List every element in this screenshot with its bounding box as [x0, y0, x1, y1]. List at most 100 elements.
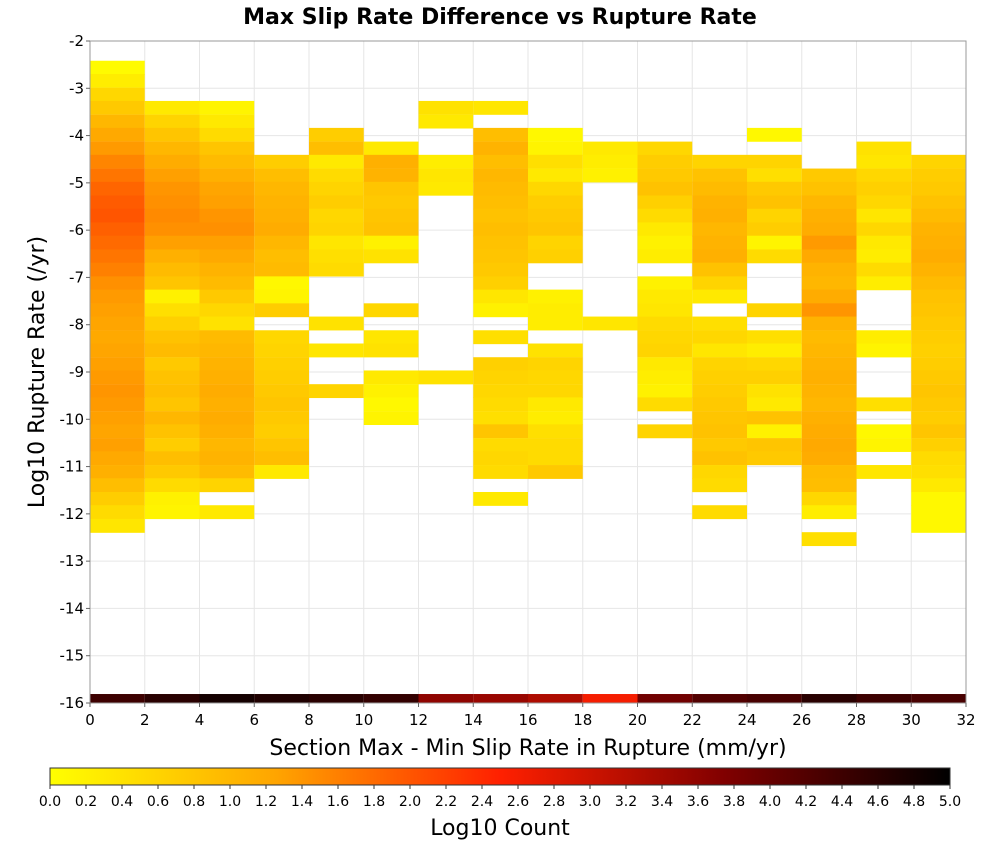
heatmap-cell — [911, 505, 966, 520]
heatmap-cell — [199, 478, 255, 493]
x-tick-label: 24 — [737, 711, 756, 729]
heatmap-cell — [911, 370, 966, 385]
heatmap-cell — [692, 384, 747, 399]
heatmap-cell — [801, 465, 857, 479]
heatmap-cell — [309, 316, 364, 331]
heatmap-cell — [90, 154, 145, 169]
heatmap-cell — [801, 168, 857, 183]
heatmap-cell — [582, 694, 638, 703]
heatmap-cell — [801, 397, 857, 412]
heatmap-cell — [637, 424, 693, 439]
heatmap-cell — [473, 262, 528, 277]
heatmap-cell — [637, 208, 693, 223]
heatmap-cell — [747, 451, 802, 466]
heatmap-cell — [254, 438, 309, 452]
heatmap-cell — [144, 303, 200, 318]
heatmap-cell — [90, 195, 145, 210]
heatmap-cell — [144, 694, 200, 703]
x-tick-label: 4 — [195, 711, 205, 729]
heatmap-cell — [144, 451, 200, 466]
heatmap-cell — [199, 249, 255, 264]
heatmap-cell — [801, 411, 857, 426]
heatmap-cell — [911, 289, 966, 304]
heatmap-cell — [90, 100, 145, 115]
colorbar-tick-label: 1.0 — [219, 794, 241, 810]
colorbar-tick-label: 4.0 — [759, 794, 781, 810]
heatmap-cell — [90, 114, 145, 129]
heatmap-cell — [637, 384, 693, 399]
heatmap-cell — [473, 330, 528, 345]
heatmap-cell — [144, 181, 200, 196]
heatmap-cell — [801, 195, 857, 210]
heatmap-cell — [747, 127, 802, 142]
heatmap-cell — [363, 141, 419, 156]
heatmap-cell — [692, 478, 747, 493]
heatmap-cell — [747, 411, 802, 426]
colorbar-tick-label: 1.4 — [291, 794, 313, 810]
heatmap-cell — [528, 249, 583, 264]
heatmap-cell — [473, 491, 528, 506]
heatmap-cell — [801, 289, 857, 304]
heatmap-cell — [801, 451, 857, 466]
heatmap-cell — [637, 289, 693, 304]
heatmap-cell — [144, 330, 200, 345]
heatmap-cell — [856, 330, 912, 345]
heatmap-cell — [856, 168, 912, 183]
heatmap-cell — [528, 397, 583, 412]
colorbar-tick-label: 2.8 — [543, 794, 565, 810]
heatmap-cell — [692, 694, 747, 703]
heatmap-cell — [144, 478, 200, 493]
heatmap-cell — [911, 343, 966, 358]
heatmap-cell — [473, 100, 528, 115]
heatmap-cell — [911, 262, 966, 277]
heatmap-cell — [801, 370, 857, 385]
heatmap-cell — [309, 154, 364, 169]
heatmap-cell — [309, 141, 364, 156]
heatmap-cell — [911, 154, 966, 169]
heatmap-cell — [747, 222, 802, 237]
heatmap-cell — [911, 181, 966, 196]
colorbar-tick-label: 2.2 — [435, 794, 457, 810]
heatmap-cell — [637, 370, 693, 385]
heatmap-cell — [528, 181, 583, 196]
heatmap-cell — [637, 694, 693, 703]
heatmap-cell — [144, 262, 200, 277]
heatmap-cell — [90, 181, 145, 196]
heatmap-cell — [582, 141, 638, 156]
heatmap-cell — [309, 127, 364, 142]
heatmap-cell — [747, 195, 802, 210]
heatmap-cell — [144, 465, 200, 479]
heatmap-cell — [90, 491, 145, 506]
colorbar-label: Log10 Count — [430, 816, 570, 841]
heatmap-cell — [254, 357, 309, 372]
heatmap-cell — [801, 694, 857, 703]
heatmap-cell — [528, 451, 583, 466]
heatmap-cell — [254, 411, 309, 426]
heatmap-cell — [363, 235, 419, 250]
heatmap-cell — [747, 181, 802, 196]
heatmap-cell — [473, 694, 528, 703]
heatmap-cell — [199, 384, 255, 399]
heatmap-cell — [528, 411, 583, 426]
colorbar-tick-label: 4.6 — [867, 794, 889, 810]
heatmap-cell — [90, 316, 145, 331]
heatmap-cell — [473, 222, 528, 237]
heatmap-cell — [363, 397, 419, 412]
x-tick-label: 28 — [847, 711, 866, 729]
heatmap-cell — [528, 289, 583, 304]
y-tick-label: -8 — [69, 316, 84, 334]
heatmap-cell — [144, 168, 200, 183]
heatmap-cell — [144, 438, 200, 452]
heatmap-cell — [801, 478, 857, 493]
x-tick-label: 12 — [409, 711, 428, 729]
heatmap-cell — [363, 249, 419, 264]
x-axis-ticks: 0 2 4 6 8 10 12 14 16 18 20 22 24 26 28 30 32 — [85, 703, 976, 729]
heatmap-cell — [199, 114, 255, 129]
heatmap-cell — [692, 249, 747, 264]
heatmap-cell — [747, 235, 802, 250]
heatmap-cell — [856, 276, 912, 291]
heatmap-cell — [144, 384, 200, 399]
heatmap-cell — [911, 276, 966, 291]
heatmap-cell — [528, 303, 583, 318]
heatmap-cell — [254, 465, 309, 479]
